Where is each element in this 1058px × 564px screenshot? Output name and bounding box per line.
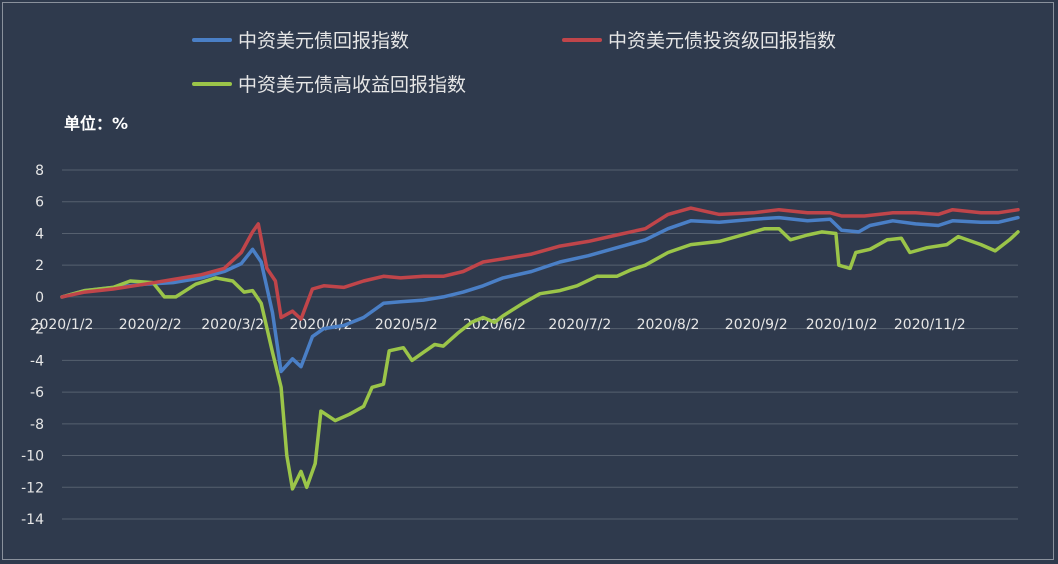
x-tick-label: 2020/5/2 (375, 317, 438, 333)
x-tick-label: 2020/8/2 (637, 317, 700, 333)
y-tick-label: -12 (21, 480, 44, 496)
legend-item-high-yield: 中资美元债高收益回报指数 (192, 70, 466, 97)
x-tick-label: 2020/6/2 (463, 317, 526, 333)
x-tick-label: 2020/10/2 (806, 317, 878, 333)
x-tick-label: 2020/11/2 (894, 317, 966, 333)
legend-label-all: 中资美元债回报指数 (238, 30, 410, 52)
legend-label-investment-grade: 中资美元债投资级回报指数 (608, 30, 837, 52)
x-tick-label: 2020/4/2 (289, 317, 352, 333)
legend-item-all: 中资美元债回报指数 (192, 26, 409, 53)
x-tick-label: 2020/9/2 (725, 317, 788, 333)
series-lines (60, 206, 1020, 491)
legend-swatch-all (192, 37, 232, 42)
y-tick-label: -8 (30, 417, 44, 433)
legend-label-high-yield: 中资美元债高收益回报指数 (238, 74, 467, 96)
x-tick-label: 2020/7/2 (548, 317, 611, 333)
y-tick-label: -6 (30, 385, 44, 401)
y-tick-label: 8 (35, 163, 44, 179)
y-tick-label: -4 (30, 353, 44, 369)
y-tick-label: 6 (35, 195, 44, 211)
x-axis-ticks: 2020/1/2 2020/2/2 2020/3/2 2020/4/2 2020/5/2… (31, 317, 966, 333)
series-line-high-yield (60, 226, 1020, 491)
gridlines (62, 169, 1018, 520)
unit-label: 单位：% (64, 114, 129, 133)
y-tick-label: -2 (30, 322, 44, 338)
legend-swatch-high-yield (192, 81, 232, 86)
y-axis-ticks: 8 6 4 2 0 -2 -4 -6 -8 -10 -12 -14 (21, 163, 44, 528)
y-tick-label: 4 (35, 226, 44, 242)
y-tick-label: 0 (35, 290, 44, 306)
series-line-investment-grade (60, 206, 1020, 321)
x-tick-label: 2020/2/2 (119, 317, 182, 333)
y-tick-label: -14 (21, 512, 44, 528)
series-line-all (60, 215, 1020, 374)
y-tick-label: 2 (35, 258, 44, 274)
y-tick-label: -10 (21, 449, 44, 465)
legend-item-investment-grade: 中资美元债投资级回报指数 (562, 26, 836, 53)
x-tick-label: 2020/1/2 (31, 317, 94, 333)
legend-swatch-investment-grade (562, 37, 602, 42)
x-tick-label: 2020/3/2 (201, 317, 264, 333)
